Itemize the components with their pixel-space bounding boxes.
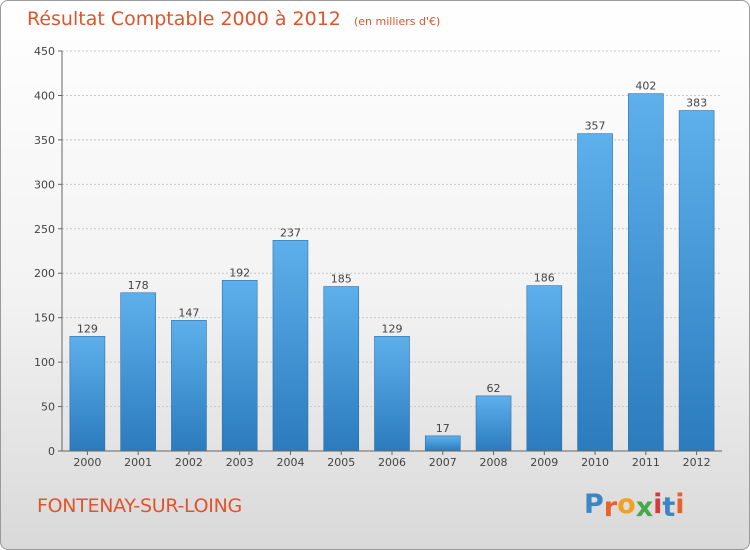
y-tick-label: 450: [34, 45, 55, 58]
logo-letter: r: [603, 492, 618, 523]
x-tick-label: 2002: [175, 456, 203, 469]
bar-value-label: 357: [585, 120, 606, 133]
x-tick-label: 2005: [327, 456, 355, 469]
y-tick-label: 150: [34, 312, 55, 325]
label-layer: 0 50 100 150 200 250 300 350 400 450 129 2000 178 200…: [34, 45, 711, 469]
bar-2009: [526, 285, 563, 452]
x-tick-label: 2010: [581, 456, 609, 469]
bar-value-label: 192: [229, 266, 250, 279]
x-tick-label: 2003: [226, 456, 254, 469]
proxiti-logo[interactable]: Proxiti: [584, 489, 685, 523]
chart-title: Résultat Comptable 2000 à 2012: [27, 8, 341, 30]
axis-layer: [58, 50, 722, 455]
y-tick-label: 50: [41, 401, 55, 414]
bar-2001: [120, 292, 156, 452]
x-tick-label: 2008: [480, 456, 508, 469]
bar-2011: [628, 93, 664, 452]
city-name: FONTENAY-SUR-LOING: [37, 495, 242, 517]
logo-letter: i: [675, 489, 685, 520]
y-tick-label: 200: [34, 267, 55, 280]
x-tick-label: 2001: [124, 456, 152, 469]
x-tick-label: 2004: [276, 456, 304, 469]
y-tick-label: 0: [48, 445, 55, 458]
bar-2010: [577, 133, 613, 452]
y-tick-label: 300: [34, 178, 55, 191]
logo-letter: x: [635, 492, 654, 523]
y-tick-label: 350: [34, 134, 55, 147]
x-tick-label: 2012: [683, 456, 711, 469]
x-tick-label: 2006: [378, 456, 406, 469]
bar-value-label: 147: [178, 306, 199, 319]
logo-letter: i: [653, 489, 663, 520]
logo-letter: P: [584, 489, 604, 520]
bar-2012: [678, 110, 715, 452]
bar-2000: [69, 336, 106, 452]
bar-2008: [475, 395, 512, 452]
bar-value-label: 237: [280, 226, 301, 239]
x-tick-label: 2009: [530, 456, 558, 469]
chart-subtitle: (en milliers d'€): [353, 15, 441, 28]
bar-2002: [171, 320, 207, 452]
y-tick-label: 100: [34, 356, 55, 369]
x-tick-label: 2011: [632, 456, 660, 469]
bar-value-label: 129: [77, 322, 98, 335]
logo-letter: t: [662, 492, 676, 523]
bar-value-label: 402: [635, 80, 656, 93]
bar-2003: [221, 280, 258, 452]
bar-value-label: 383: [686, 97, 707, 110]
bar-value-label: 178: [128, 279, 149, 292]
y-tick-label: 250: [34, 223, 55, 236]
bar-value-label: 62: [487, 382, 501, 395]
bar-value-label: 129: [382, 322, 403, 335]
title-block: Résultat Comptable 2000 à 2012 (en milli…: [27, 8, 440, 30]
y-tick-label: 400: [34, 89, 55, 102]
bar-value-label: 17: [436, 422, 450, 435]
x-tick-label: 2000: [73, 456, 101, 469]
bar-layer: [69, 93, 715, 452]
x-tick-label: 2007: [429, 456, 457, 469]
bar-2007: [424, 435, 461, 452]
bar-2006: [374, 336, 410, 452]
bar-2005: [323, 286, 360, 452]
logo-letter: o: [617, 489, 636, 520]
bar-value-label: 185: [331, 273, 352, 286]
bar-2004: [272, 240, 309, 452]
bar-value-label: 186: [534, 272, 555, 285]
